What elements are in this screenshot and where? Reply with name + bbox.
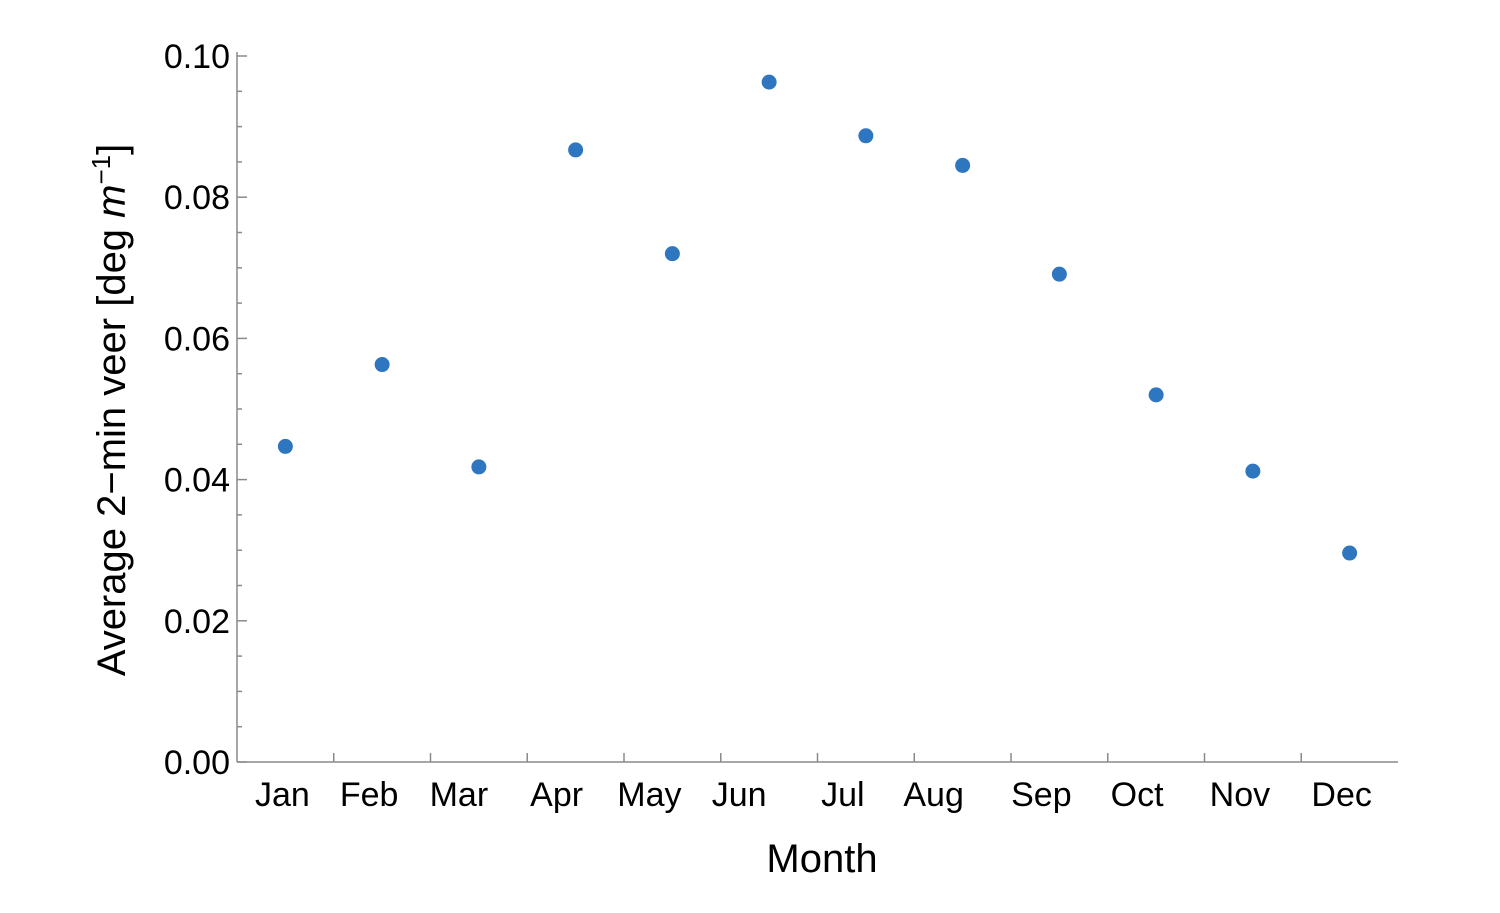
data-point: [1148, 387, 1164, 403]
x-axis-title: Month: [766, 837, 877, 881]
data-point: [277, 438, 293, 454]
x-ticks: Jan Feb Mar Apr May Jun Jul Aug Sep Oct Nov Dec: [255, 753, 1372, 814]
y-tick-label: 0.00: [164, 744, 230, 782]
y-axis-title-suffix: ]: [90, 144, 134, 155]
x-tick-label: Jan: [255, 776, 310, 814]
data-point: [664, 246, 680, 262]
data-point: [374, 357, 390, 373]
y-tick-label: 0.08: [164, 179, 230, 217]
data-point: [1245, 463, 1261, 479]
data-point: [568, 142, 584, 158]
y-ticks: 0.00 0.02 0.04 0.06 0.08 0.10: [164, 38, 247, 782]
x-tick-label: Jul: [821, 776, 864, 814]
data-point: [1342, 545, 1358, 561]
data-point: [955, 157, 971, 173]
x-tick-label: Oct: [1111, 776, 1164, 814]
y-tick-label: 0.06: [164, 320, 230, 358]
x-tick-label: May: [617, 776, 681, 814]
y-axis-title: Average 2−min veer [deg m−1]: [86, 144, 134, 677]
y-tick-label: 0.02: [164, 603, 230, 641]
y-axis-title-exponent: −1: [86, 155, 116, 185]
y-tick-label: 0.10: [164, 38, 230, 76]
y-tick-label: 0.04: [164, 462, 230, 500]
data-point: [1051, 266, 1067, 282]
x-tick-label: Aug: [903, 776, 964, 814]
x-tick-label: Dec: [1311, 776, 1371, 814]
data-points: [277, 74, 1358, 561]
x-tick-label: Apr: [530, 776, 583, 814]
x-tick-label: Nov: [1210, 776, 1270, 814]
x-tick-label: Jun: [712, 776, 767, 814]
x-tick-label: Mar: [430, 776, 489, 814]
data-point: [471, 459, 487, 475]
y-axis-title-unit: m: [90, 185, 134, 218]
x-tick-label: Feb: [340, 776, 399, 814]
data-point: [858, 128, 874, 144]
y-axis-title-prefix: Average 2−min veer [deg: [90, 218, 134, 676]
x-tick-label: Sep: [1011, 776, 1072, 814]
data-point: [761, 74, 777, 90]
axes: [236, 52, 1398, 763]
